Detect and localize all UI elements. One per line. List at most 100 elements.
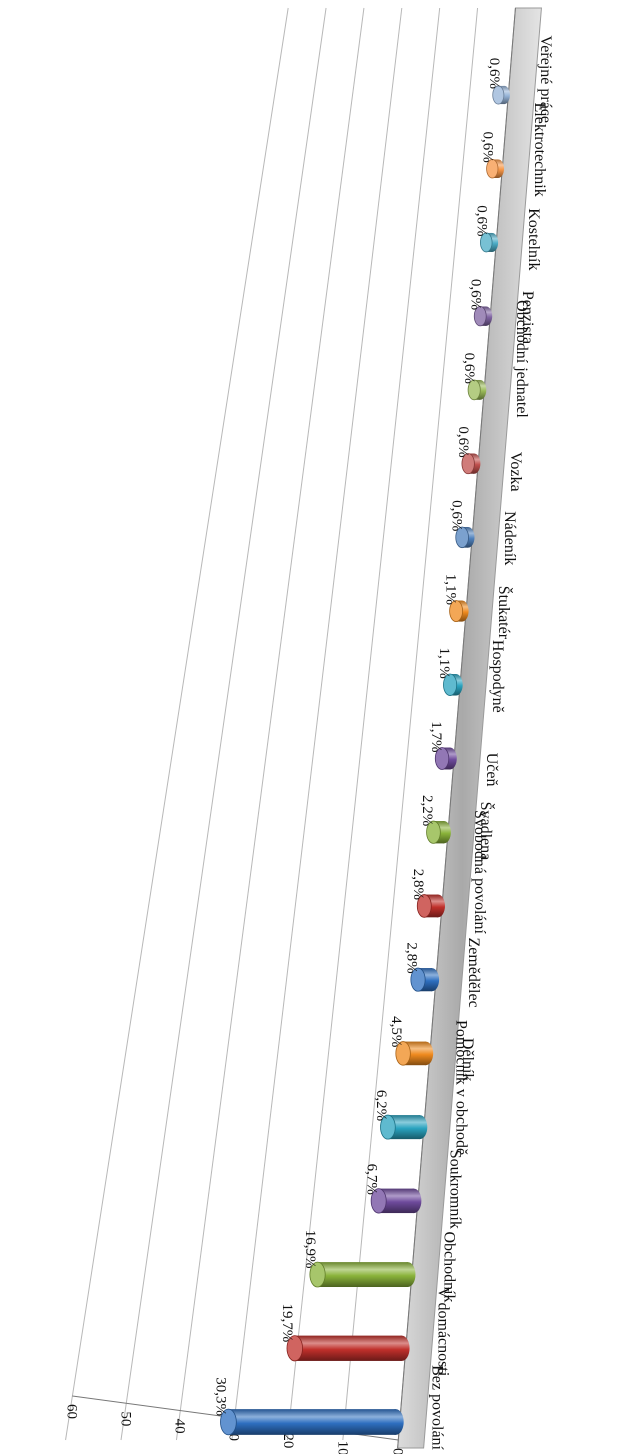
bar-end-cap <box>416 894 432 918</box>
chart-floor <box>397 7 542 1449</box>
data-label: 0,6% <box>449 500 465 531</box>
category-label: Učeň <box>483 753 500 787</box>
bar-base-cap <box>394 1335 410 1361</box>
bar-end-cap <box>492 85 505 105</box>
bar-base-cap <box>406 1188 422 1214</box>
bar-end-cap <box>434 747 450 770</box>
bar-base-cap <box>418 1041 434 1066</box>
data-label: 0,6% <box>467 279 483 310</box>
data-label: 0,6% <box>455 426 471 457</box>
category-label: Štukatér <box>495 586 514 640</box>
category-label: Vozka <box>507 452 524 492</box>
data-label: 1,1% <box>442 574 458 605</box>
data-label: 30,3% <box>213 1377 229 1416</box>
bar-end-cap <box>467 379 481 401</box>
category-label: Obchodník <box>441 1231 458 1302</box>
bar-end-cap <box>410 967 426 992</box>
bar-end-cap <box>480 232 493 253</box>
bar-base-cap <box>400 1262 416 1288</box>
bar-end-cap <box>309 1261 326 1288</box>
category-label: Pomocník v obchodě <box>453 1020 470 1155</box>
data-label: 2,2% <box>419 795 435 826</box>
data-label: 2,8% <box>403 942 419 973</box>
gridline-10 <box>342 7 479 1441</box>
tick-label: 20 <box>280 1433 296 1448</box>
category-label: Penzista <box>519 291 536 344</box>
bar-base-cap <box>437 821 451 844</box>
tick-label: 60 <box>63 1404 79 1419</box>
bar-base-cap <box>424 968 440 992</box>
bar-6 <box>410 967 440 992</box>
tick-label: 10 <box>335 1441 351 1454</box>
bar-end-cap <box>395 1041 411 1066</box>
bar-16 <box>480 232 499 253</box>
bar-2 <box>309 1261 416 1288</box>
bar-15 <box>473 306 493 327</box>
category-label: Hospodyně <box>489 640 506 713</box>
bar-end-cap <box>449 600 463 623</box>
category-label: Obchodní jednatel <box>513 300 530 418</box>
category-label: Svobodná povolání <box>471 810 488 935</box>
bar-10 <box>443 673 463 696</box>
gridline-50 <box>120 7 327 1441</box>
bar-17 <box>486 159 505 179</box>
bar-13 <box>461 453 481 475</box>
data-label: 6,7% <box>363 1164 379 1195</box>
bar-end-cap <box>370 1188 387 1214</box>
data-label: 4,5% <box>388 1016 404 1047</box>
bar-base-cap <box>387 1409 404 1435</box>
tick-label: 40 <box>171 1419 187 1434</box>
bar-5 <box>395 1041 434 1066</box>
bar-end-cap <box>455 526 469 549</box>
category-label: Švadlena <box>477 802 496 861</box>
data-label: 6,2% <box>373 1090 389 1121</box>
bar-18 <box>492 85 510 105</box>
bar-body <box>294 1335 402 1361</box>
data-label: 1,1% <box>436 648 452 679</box>
category-label: Elektrotechnik <box>531 103 548 197</box>
bar-base-cap <box>430 894 445 918</box>
bar-end-cap <box>486 159 499 179</box>
data-label: 1,7% <box>428 721 444 752</box>
bar-12 <box>455 526 475 549</box>
category-label: Kostelník <box>525 208 542 270</box>
bar-11 <box>449 600 469 623</box>
category-label: Dělník <box>459 1038 476 1082</box>
bar-end-cap <box>380 1114 396 1140</box>
data-label: 16,9% <box>302 1230 318 1269</box>
gridline-30 <box>231 7 403 1441</box>
bar-3 <box>370 1188 422 1214</box>
data-label: 0,6% <box>480 131 496 162</box>
bar-1 <box>286 1335 410 1362</box>
bar-4 <box>380 1114 428 1140</box>
bar-end-cap <box>220 1408 237 1436</box>
bar-9 <box>434 747 457 770</box>
bar-base-cap <box>412 1115 428 1140</box>
category-label: Zemědělec <box>465 937 482 1007</box>
category-label: V domácnosti <box>435 1287 452 1377</box>
data-label: 2,8% <box>410 869 426 900</box>
bar-14 <box>467 379 487 401</box>
data-label: 19,7% <box>279 1304 295 1343</box>
data-label: 0,6% <box>473 205 489 236</box>
bar-body <box>317 1262 408 1288</box>
bar-end-cap <box>473 306 487 327</box>
gridline-60 <box>65 7 289 1441</box>
data-label: 0,6% <box>486 58 502 89</box>
bar-end-cap <box>443 673 458 696</box>
gridline-20 <box>286 7 441 1441</box>
category-label: Soukromník <box>447 1150 464 1229</box>
tick-label: 50 <box>117 1411 133 1426</box>
bar-8 <box>426 820 451 844</box>
category-label: Nádeník <box>501 511 518 565</box>
category-label: Veřejné práce <box>537 36 554 124</box>
bar-end-cap <box>426 820 441 844</box>
category-label: Bez povolání <box>429 1365 446 1450</box>
bar-0 <box>220 1408 404 1436</box>
data-label: 0,6% <box>461 353 477 384</box>
bar-end-cap <box>461 453 475 475</box>
tick-label: 0 <box>389 1448 405 1454</box>
bar-7 <box>416 894 445 918</box>
bar-end-cap <box>286 1335 303 1362</box>
